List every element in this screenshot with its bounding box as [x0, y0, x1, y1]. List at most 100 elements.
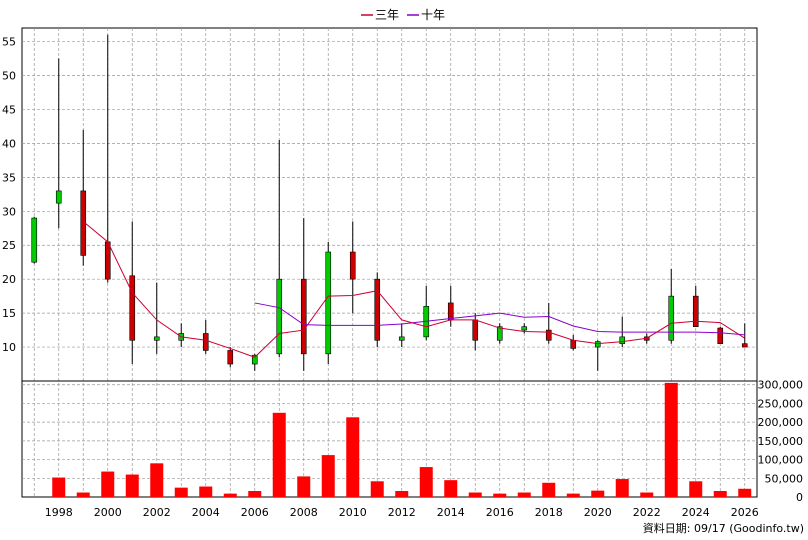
candle-body — [227, 350, 234, 365]
volume-tick-label: 200,000 — [758, 416, 804, 429]
candle-body — [129, 275, 136, 341]
volume-bar — [199, 486, 213, 497]
volume-bar — [321, 455, 335, 497]
volume-bar — [664, 382, 678, 497]
volume-bar — [370, 481, 384, 497]
volume-bar — [468, 492, 482, 497]
x-tick-label: 2004 — [192, 506, 220, 519]
price-tick-label: 20 — [2, 273, 16, 286]
candle-body — [472, 319, 479, 341]
volume-bar — [272, 412, 286, 497]
candle-body — [398, 336, 405, 341]
volume-bar — [493, 493, 507, 497]
x-tick-label: 2016 — [486, 506, 514, 519]
candle-body — [202, 333, 209, 351]
candle-body — [55, 190, 62, 204]
volume-bar — [689, 481, 703, 497]
x-tick-label: 2024 — [682, 506, 710, 519]
volume-bar — [640, 492, 654, 497]
data-date-credit: 資料日期: 09/17 (Goodinfo.tw) — [643, 521, 804, 535]
candle-body — [668, 295, 675, 341]
price-tick-label: 15 — [2, 307, 16, 320]
price-tick-label: 45 — [2, 103, 16, 116]
volume-bar — [150, 463, 164, 497]
moving-average-lines — [82, 221, 746, 358]
volume-bar — [174, 487, 188, 497]
volume-axis: 0 50,000 100,000 150,000 200,000 250,000 300,0… — [758, 379, 804, 504]
price-axis: 10 15 20 25 30 35 40 45 50 55 — [2, 36, 16, 354]
volume-bar — [738, 488, 752, 497]
volume-bar — [297, 476, 311, 497]
volume-tick-label: 250,000 — [758, 397, 804, 410]
candle-body — [31, 217, 38, 263]
plot-frame — [21, 27, 758, 498]
volume-bar — [52, 477, 66, 497]
volume-bar — [395, 491, 409, 497]
legend-ma10-label: 十年 — [421, 8, 445, 22]
candle-body — [325, 251, 332, 355]
volume-bar — [713, 491, 727, 497]
volume-bar — [517, 492, 531, 497]
x-tick-label: 2022 — [633, 506, 661, 519]
volume-tick-label: 0 — [796, 491, 803, 504]
volume-bar — [444, 480, 458, 497]
candle-body — [521, 326, 528, 331]
volume-bar — [101, 471, 115, 497]
ma10-line — [254, 302, 745, 336]
volume-bar — [223, 493, 237, 497]
candle-body — [570, 339, 577, 349]
x-tick-label: 2002 — [143, 506, 171, 519]
candle-body — [276, 278, 283, 355]
candle-body — [104, 241, 111, 280]
x-tick-label: 2010 — [339, 506, 367, 519]
volume-tick-label: 300,000 — [758, 379, 804, 392]
price-tick-label: 55 — [2, 36, 16, 49]
price-tick-label: 30 — [2, 205, 16, 218]
x-tick-label: 2012 — [388, 506, 416, 519]
x-tick-label: 2014 — [437, 506, 465, 519]
price-tick-label: 10 — [2, 341, 16, 354]
volume-bars — [52, 382, 752, 497]
price-tick-label: 40 — [2, 137, 16, 150]
volume-bar — [419, 467, 433, 497]
x-tick-label: 1998 — [45, 506, 73, 519]
volume-bar — [346, 417, 360, 497]
candle-body — [717, 327, 724, 344]
price-tick-label: 25 — [2, 239, 16, 252]
volume-bar — [615, 479, 629, 497]
price-tick-label: 35 — [2, 171, 16, 184]
volume-tick-label: 100,000 — [758, 454, 804, 467]
legend-ma3-label: 三年 — [375, 8, 399, 22]
x-tick-label: 2026 — [731, 506, 759, 519]
volume-tick-label: 150,000 — [758, 435, 804, 448]
volume-bar — [125, 474, 139, 497]
volume-bar — [76, 492, 90, 497]
candle-body — [374, 278, 381, 341]
legend: 三年 十年 — [361, 8, 445, 22]
x-axis: 1998 2000 2002 2004 2006 2008 2010 2012 2014 2016… — [45, 506, 759, 519]
volume-bar — [566, 493, 580, 497]
candle-body — [349, 251, 356, 280]
candle-body — [692, 295, 699, 327]
x-tick-label: 2020 — [584, 506, 612, 519]
volume-tick-label: 50,000 — [765, 472, 804, 485]
candles — [31, 34, 748, 371]
volume-bar — [591, 490, 605, 497]
candle-body — [300, 278, 307, 355]
candle-body — [447, 302, 454, 321]
x-tick-label: 2008 — [290, 506, 318, 519]
price-tick-label: 50 — [2, 70, 16, 83]
volume-bar — [542, 482, 556, 497]
x-tick-label: 2000 — [94, 506, 122, 519]
candle-body — [251, 354, 258, 365]
candle-body — [496, 326, 503, 341]
volume-bar — [248, 491, 262, 497]
candle-body — [619, 336, 626, 344]
gridlines — [22, 28, 757, 497]
ma3-line — [82, 221, 746, 358]
x-tick-label: 2018 — [535, 506, 563, 519]
x-tick-label: 2006 — [241, 506, 269, 519]
candle-body — [545, 329, 552, 341]
candle-body — [153, 336, 160, 341]
